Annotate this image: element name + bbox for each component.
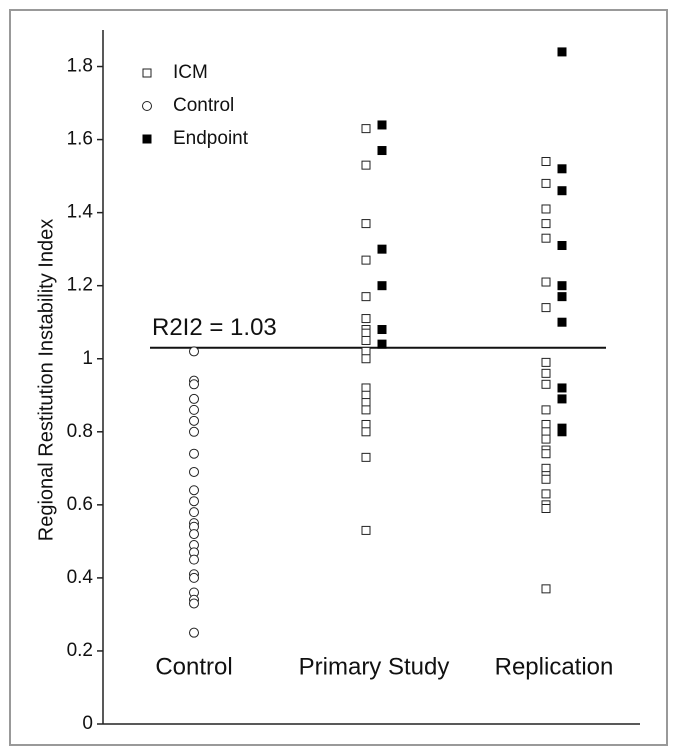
point <box>361 335 371 345</box>
point <box>361 405 371 415</box>
point <box>377 120 387 130</box>
point <box>541 303 551 313</box>
point <box>557 394 567 404</box>
point <box>189 496 199 507</box>
y-tick-label: 0.2 <box>67 640 93 661</box>
point <box>541 178 551 188</box>
point <box>361 328 371 338</box>
point <box>541 277 551 287</box>
point <box>557 317 567 327</box>
point <box>541 419 551 429</box>
point <box>361 398 371 408</box>
point <box>189 466 199 477</box>
point <box>541 368 551 378</box>
legend-marker <box>142 134 152 144</box>
point <box>189 572 199 583</box>
point <box>361 427 371 437</box>
y-tick-label: 1.4 <box>67 202 94 223</box>
point <box>361 419 371 429</box>
point <box>361 383 371 393</box>
category-label: Control <box>155 653 232 680</box>
point <box>557 292 567 302</box>
y-tick-label: 0 <box>82 713 93 734</box>
point <box>189 598 199 609</box>
point <box>377 244 387 254</box>
point <box>541 449 551 459</box>
category-label: Replication <box>495 653 614 680</box>
point <box>557 383 567 393</box>
point <box>557 281 567 291</box>
y-tick-label: 0.4 <box>67 567 94 588</box>
y-tick-label: 1.8 <box>67 56 93 77</box>
point <box>189 448 199 459</box>
legend-marker <box>142 101 152 111</box>
point <box>557 241 567 251</box>
point <box>557 164 567 174</box>
frame <box>9 9 668 746</box>
point <box>541 405 551 415</box>
y-axis-label: Regional Restitution Instability Index <box>35 219 57 541</box>
point <box>541 584 551 594</box>
point <box>361 219 371 229</box>
point <box>557 186 567 196</box>
point <box>189 627 199 638</box>
point <box>361 390 371 400</box>
y-tick-label: 1 <box>82 348 93 369</box>
legend-label: Endpoint <box>173 128 249 149</box>
point <box>189 426 199 437</box>
point <box>361 160 371 170</box>
point <box>189 529 199 540</box>
point <box>541 379 551 389</box>
legend-marker <box>142 68 152 78</box>
point <box>377 281 387 291</box>
point <box>377 325 387 335</box>
y-tick-label: 1.2 <box>67 275 93 296</box>
y-tick-label: 0.8 <box>67 421 93 442</box>
legend-label: Control <box>173 95 234 116</box>
point <box>557 47 567 57</box>
point <box>541 219 551 229</box>
point <box>361 346 371 356</box>
point <box>189 415 199 426</box>
point <box>541 474 551 484</box>
point <box>189 485 199 496</box>
point <box>541 503 551 513</box>
point <box>189 554 199 565</box>
point <box>189 404 199 415</box>
legend-label: ICM <box>173 62 208 83</box>
point <box>541 357 551 367</box>
point <box>377 146 387 156</box>
point <box>541 463 551 473</box>
point <box>189 507 199 518</box>
point <box>361 525 371 535</box>
y-tick-label: 1.6 <box>67 129 93 150</box>
point <box>361 124 371 134</box>
point <box>557 427 567 437</box>
point <box>189 393 199 404</box>
point <box>361 354 371 364</box>
threshold-label: R2I2 = 1.03 <box>152 314 277 341</box>
category-label: Primary Study <box>299 653 450 680</box>
point <box>541 434 551 444</box>
point <box>541 204 551 214</box>
point <box>361 292 371 302</box>
y-tick-label: 0.6 <box>67 494 93 515</box>
point <box>541 233 551 243</box>
point <box>541 427 551 437</box>
point <box>189 346 199 357</box>
point <box>377 339 387 349</box>
point <box>361 255 371 265</box>
point <box>189 379 199 390</box>
point <box>541 489 551 499</box>
point <box>361 452 371 462</box>
point <box>361 314 371 324</box>
point <box>541 156 551 166</box>
